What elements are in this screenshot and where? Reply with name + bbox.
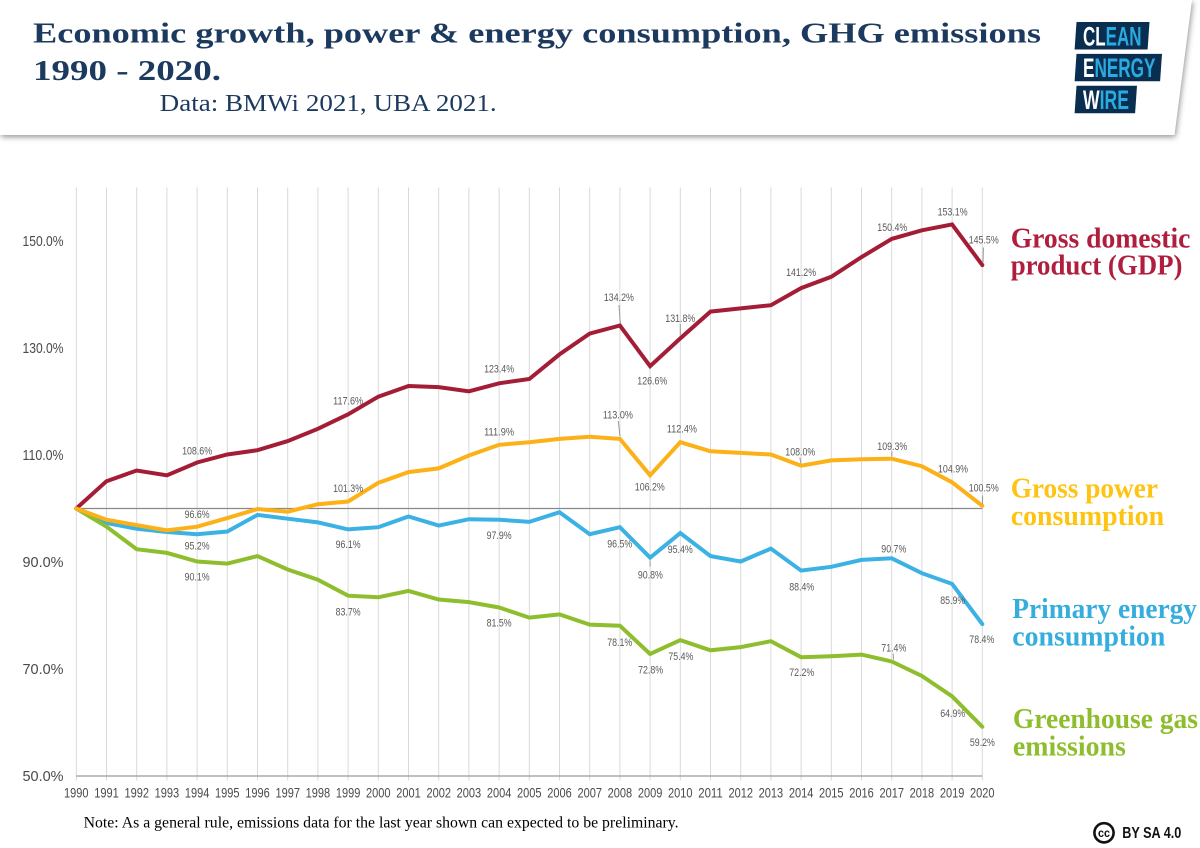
svg-text:113.0%: 113.0% [603,410,633,422]
svg-text:100.5%: 100.5% [969,483,999,495]
svg-text:Note: As a general rule, emiss: Note: As a general rule, emissions data … [84,815,679,832]
svg-text:Gross power: Gross power [1011,474,1158,505]
svg-text:2008: 2008 [608,786,633,801]
svg-text:108.0%: 108.0% [785,447,815,459]
svg-text:96.6%: 96.6% [185,509,210,521]
svg-text:Economic growth, power & energ: Economic growth, power & energy consumpt… [33,19,1041,50]
svg-text:Primary energy: Primary energy [1012,594,1197,625]
svg-text:153.1%: 153.1% [938,206,968,218]
svg-text:134.2%: 134.2% [604,292,634,304]
svg-text:83.7%: 83.7% [336,606,361,618]
svg-text:90.7%: 90.7% [881,543,906,555]
svg-text:2003: 2003 [457,786,482,801]
svg-text:consumption: consumption [1011,501,1165,532]
svg-text:64.9%: 64.9% [940,708,965,720]
svg-text:81.5%: 81.5% [487,617,512,629]
svg-text:2012: 2012 [728,786,753,801]
svg-text:2011: 2011 [698,786,723,801]
svg-text:141.2%: 141.2% [786,267,816,279]
svg-text:1999: 1999 [336,786,361,801]
svg-text:90.1%: 90.1% [185,571,210,583]
svg-text:111.9%: 111.9% [484,426,514,438]
svg-text:95.4%: 95.4% [668,544,693,556]
svg-text:123.4%: 123.4% [484,363,514,375]
svg-text:2019: 2019 [940,786,965,801]
svg-text:117.6%: 117.6% [333,396,363,408]
svg-text:95.2%: 95.2% [185,540,210,552]
svg-text:104.9%: 104.9% [938,464,968,476]
svg-text:1995: 1995 [215,786,240,801]
svg-text:59.2%: 59.2% [970,737,995,749]
svg-text:2005: 2005 [517,786,542,801]
svg-text:cc: cc [1098,828,1111,840]
svg-text:75.4%: 75.4% [668,651,693,663]
svg-text:CLEAN: CLEAN [1083,21,1141,51]
svg-text:2017: 2017 [879,786,904,801]
svg-text:78.4%: 78.4% [969,634,994,646]
svg-text:WIRE: WIRE [1083,84,1129,115]
svg-text:88.4%: 88.4% [789,581,814,593]
svg-text:106.2%: 106.2% [635,482,665,494]
svg-text:126.6%: 126.6% [637,376,667,388]
svg-text:2002: 2002 [426,786,451,801]
svg-text:1996: 1996 [245,786,270,801]
svg-text:2006: 2006 [547,786,572,801]
svg-text:2000: 2000 [366,786,391,801]
svg-text:97.9%: 97.9% [487,530,512,542]
svg-text:96.5%: 96.5% [607,539,632,551]
svg-text:108.6%: 108.6% [182,445,212,457]
svg-text:109.3%: 109.3% [877,441,907,453]
svg-text:2001: 2001 [396,786,421,801]
svg-text:product (GDP): product (GDP) [1011,251,1183,282]
svg-text:101.3%: 101.3% [333,483,363,495]
svg-text:71.4%: 71.4% [881,643,906,655]
svg-text:78.1%: 78.1% [607,637,632,649]
svg-text:1998: 1998 [306,786,331,801]
svg-text:2014: 2014 [789,786,814,801]
svg-text:110.0%: 110.0% [23,447,64,464]
svg-text:96.1%: 96.1% [336,539,361,551]
svg-text:BY SA 4.0: BY SA 4.0 [1122,825,1181,842]
svg-text:1997: 1997 [275,786,300,801]
svg-text:50.0%: 50.0% [23,768,64,785]
svg-text:2013: 2013 [759,786,784,801]
svg-text:1993: 1993 [155,786,180,801]
svg-text:2007: 2007 [577,786,602,801]
svg-text:2015: 2015 [819,786,844,801]
svg-text:150.0%: 150.0% [23,233,64,250]
svg-text:1990: 1990 [64,786,89,801]
svg-text:90.0%: 90.0% [23,554,64,571]
svg-text:2009: 2009 [638,786,663,801]
svg-text:90.8%: 90.8% [638,569,663,581]
svg-text:Greenhouse gas: Greenhouse gas [1013,704,1198,735]
svg-text:131.8%: 131.8% [665,313,695,325]
svg-text:Gross domestic: Gross domestic [1011,224,1191,255]
svg-text:consumption: consumption [1012,622,1165,653]
svg-text:1994: 1994 [185,786,210,801]
svg-text:130.0%: 130.0% [23,340,64,357]
svg-text:150.4%: 150.4% [877,222,907,234]
svg-text:72.8%: 72.8% [638,665,663,677]
svg-text:2018: 2018 [910,786,935,801]
svg-text:emissions: emissions [1013,731,1126,762]
svg-text:1992: 1992 [124,786,149,801]
svg-text:2016: 2016 [849,786,874,801]
svg-text:112.4%: 112.4% [667,424,697,436]
svg-text:85.9%: 85.9% [940,595,965,607]
svg-text:2020: 2020 [970,786,995,801]
svg-text:1990 - 2020.: 1990 - 2020. [33,56,221,87]
svg-text:2010: 2010 [668,786,693,801]
svg-text:145.5%: 145.5% [969,234,999,246]
svg-text:ENERGY: ENERGY [1083,53,1155,83]
svg-text:70.0%: 70.0% [23,661,64,678]
svg-text:Data: BMWi 2021, UBA 2021.: Data: BMWi 2021, UBA 2021. [160,90,497,117]
svg-text:2004: 2004 [487,786,512,801]
svg-text:1991: 1991 [94,786,119,801]
svg-text:72.2%: 72.2% [789,667,814,679]
